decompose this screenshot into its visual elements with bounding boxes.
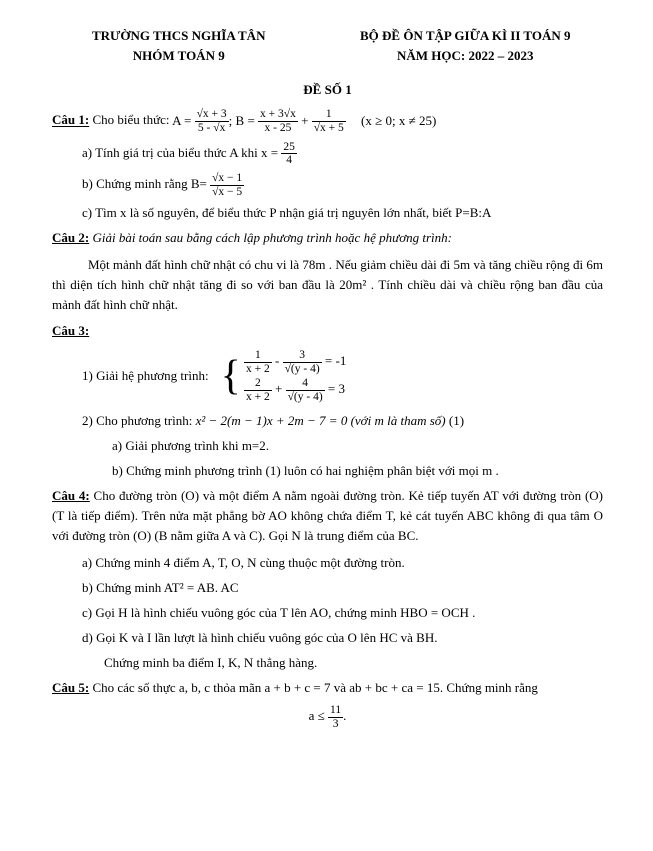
q1-A-num: √x + 3 xyxy=(195,108,229,122)
q3-p2-pre: 2) Cho phương trình: xyxy=(82,413,196,428)
q1-a-x: x = xyxy=(261,145,281,160)
q4-a: a) Chứng minh 4 điểm A, T, O, N cùng thu… xyxy=(82,553,603,573)
q1-a-text: a) Tính giá trị của biểu thức A khi xyxy=(82,145,261,160)
header-left: TRƯỜNG THCS NGHĨA TÂN NHÓM TOÁN 9 xyxy=(52,26,305,66)
q3-r2b-num: 4 xyxy=(286,377,325,391)
q1-expr-A: A = √x + 35 - √x; B = x + 3√xx - 25 + 1√… xyxy=(172,113,349,128)
q3-system: { 1x + 2 - 3√(y - 4) = -1 2x + 2 + 4√(y … xyxy=(221,347,347,406)
q4-label: Câu 4: xyxy=(52,488,90,503)
q1-B1-num: x + 3√x xyxy=(258,108,298,122)
q1-b-den: √x − 5 xyxy=(210,186,244,199)
q3-r1a-num: 1 xyxy=(244,349,272,363)
question-2-head: Câu 2: Giải bài toán sau bằng cách lập p… xyxy=(52,228,603,248)
q1-b-num: √x − 1 xyxy=(210,172,244,186)
q3-r1-minus: - xyxy=(272,353,283,368)
q3-r2-plus: + xyxy=(272,382,286,397)
q3-p2a: a) Giải phương trình khi m=2. xyxy=(112,436,603,456)
header-right: BỘ ĐỀ ÔN TẬP GIỮA KÌ II TOÁN 9 NĂM HỌC: … xyxy=(328,26,604,66)
q5-label: Câu 5: xyxy=(52,680,89,695)
school-name: TRƯỜNG THCS NGHĨA TÂN xyxy=(52,26,305,46)
q3-p1: 1) Giải hệ phương trình: xyxy=(82,366,209,386)
q4-c-text: c) Gọi H là hình chiếu vuông góc của T l… xyxy=(82,605,400,620)
q1-plus: + xyxy=(298,113,312,128)
q3-r1b-num: 3 xyxy=(283,349,322,363)
q1-B-eq: B = xyxy=(236,113,259,128)
q3-p2b: b) Chứng minh phương trình (1) luôn có h… xyxy=(112,461,603,481)
q4-d2: Chứng minh ba điểm I, K, N thẳng hàng. xyxy=(104,653,603,673)
q1-B2-den: √x + 5 xyxy=(312,122,346,135)
q3-p2: 2) Cho phương trình: x² − 2(m − 1)x + 2m… xyxy=(82,411,603,431)
exam-number: ĐỀ SỐ 1 xyxy=(52,80,603,100)
q1-a-num: 25 xyxy=(281,141,297,155)
q1-a-den: 4 xyxy=(281,154,297,167)
q3-r2-rhs: = 3 xyxy=(325,382,345,397)
q1-c: c) Tìm x là số nguyên, để biểu thức P nh… xyxy=(82,203,603,223)
q1-label: Câu 1: xyxy=(52,113,89,128)
q1-A-eq: A = xyxy=(172,113,195,128)
doc-title-1: BỘ ĐỀ ÔN TẬP GIỮA KÌ II TOÁN 9 xyxy=(328,26,604,46)
q3-r1-rhs: = -1 xyxy=(322,353,347,368)
q1-a: a) Tính giá trị của biểu thức A khi x = … xyxy=(82,141,603,167)
q3-r2a-den: x + 2 xyxy=(244,391,272,404)
q3-label: Câu 3: xyxy=(52,321,603,341)
q1-B1-den: x - 25 xyxy=(258,122,298,135)
q4-para: Cho đường tròn (O) và một điểm A nằm ngo… xyxy=(52,488,603,543)
q3-p2-note: (với m là tham số) xyxy=(347,413,449,428)
q4-c-end: . xyxy=(469,605,476,620)
q4-d1: d) Gọi K và I lần lượt là hình chiếu vuô… xyxy=(82,628,603,648)
q3-r2a-num: 2 xyxy=(244,377,272,391)
group-name: NHÓM TOÁN 9 xyxy=(52,46,305,66)
brace-icon: { xyxy=(221,355,241,397)
q2-intro: Giải bài toán sau bằng cách lập phương t… xyxy=(89,230,452,245)
q5-num: 11 xyxy=(328,704,343,718)
q1-b-text: b) Chứng minh rằng B= xyxy=(82,176,210,191)
q5-lhs: a ≤ xyxy=(309,708,328,723)
q5-dot: . xyxy=(343,708,346,723)
q5-text: Cho các số thực a, b, c thỏa mãn a + b +… xyxy=(89,680,538,695)
q4-c-eq: HBO = OCH xyxy=(400,605,469,620)
q5-inequality: a ≤ 113. xyxy=(52,704,603,730)
q3-r1b-den: √(y - 4) xyxy=(283,363,322,376)
q1-intro: Cho biểu thức: xyxy=(89,113,172,128)
q3-p2-tag: (1) xyxy=(449,413,464,428)
q2-paragraph: Một mảnh đất hình chữ nhật có chu vi là … xyxy=(52,255,603,315)
q1-B2-num: 1 xyxy=(312,108,346,122)
q3-p1-row: 1) Giải hệ phương trình: { 1x + 2 - 3√(y… xyxy=(82,347,603,406)
q3-r1a-den: x + 2 xyxy=(244,363,272,376)
question-4: Câu 4: Cho đường tròn (O) và một điểm A … xyxy=(52,486,603,546)
q3-r2b-den: √(y - 4) xyxy=(286,391,325,404)
doc-title-2: NĂM HỌC: 2022 – 2023 xyxy=(328,46,604,66)
page-header: TRƯỜNG THCS NGHĨA TÂN NHÓM TOÁN 9 BỘ ĐỀ … xyxy=(52,26,603,66)
q4-b: b) Chứng minh AT² = AB. AC xyxy=(82,578,603,598)
question-1: Câu 1: Cho biểu thức: A = √x + 35 - √x; … xyxy=(52,108,603,134)
q1-A-den: 5 - √x xyxy=(195,122,229,135)
q3-p2-eq: x² − 2(m − 1)x + 2m − 7 = 0 xyxy=(196,413,348,428)
q1-b: b) Chứng minh rằng B= √x − 1√x − 5 xyxy=(82,172,603,198)
q4-c: c) Gọi H là hình chiếu vuông góc của T l… xyxy=(82,603,603,623)
question-5: Câu 5: Cho các số thực a, b, c thỏa mãn … xyxy=(52,678,603,698)
q5-den: 3 xyxy=(328,718,343,731)
q2-label: Câu 2: xyxy=(52,230,89,245)
q1-condition: (x ≥ 0; x ≠ 25) xyxy=(361,113,436,128)
q1-sep: ; xyxy=(229,113,236,128)
